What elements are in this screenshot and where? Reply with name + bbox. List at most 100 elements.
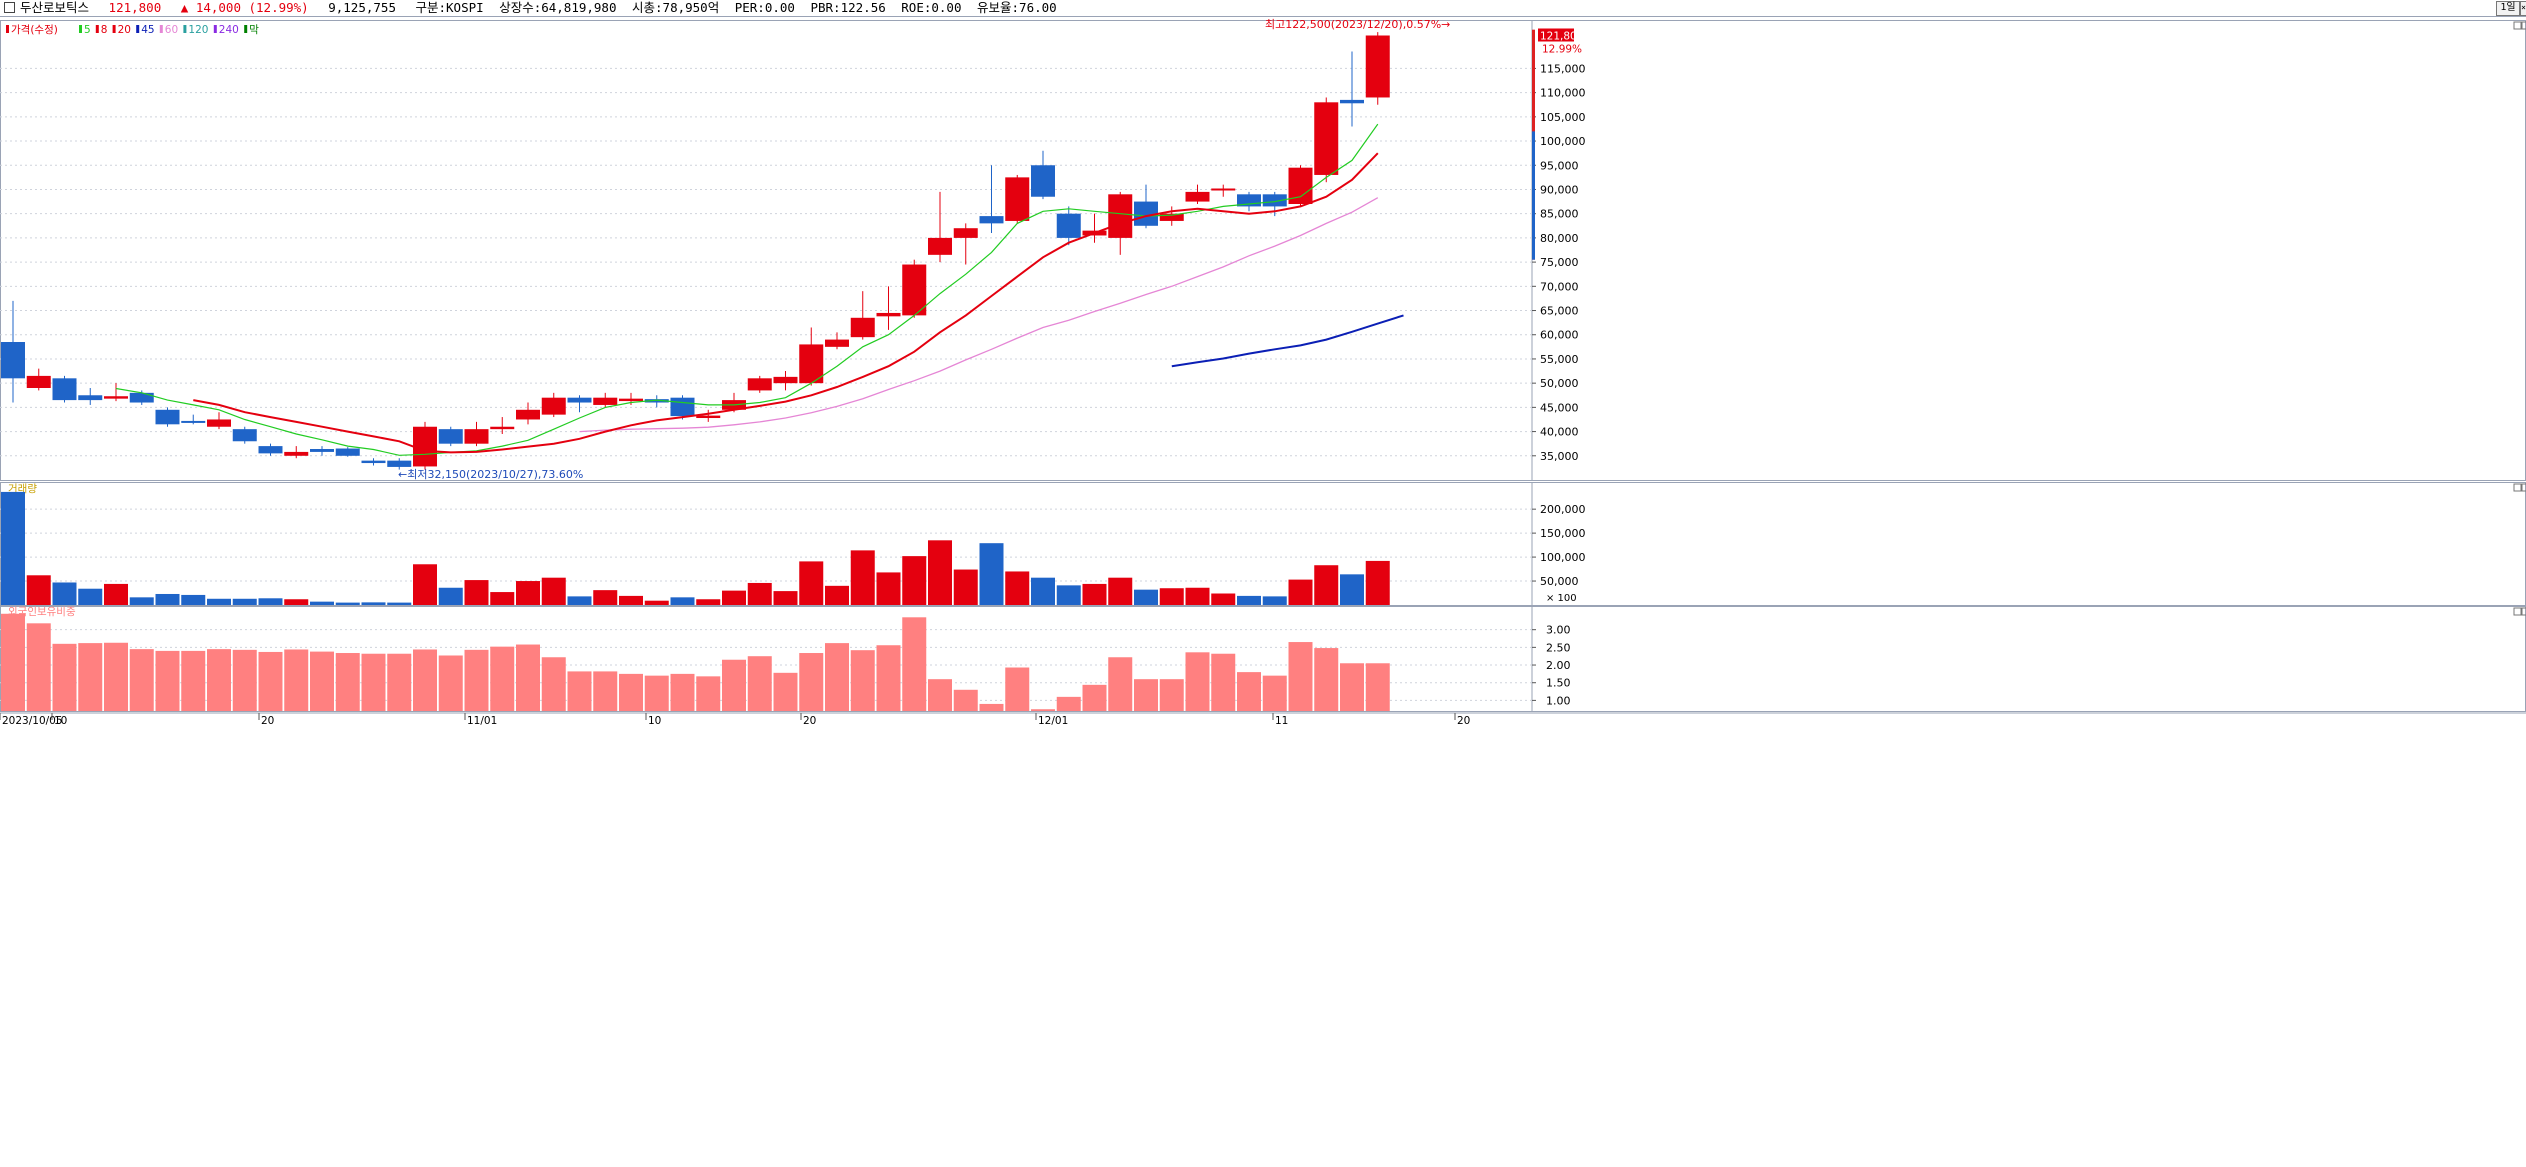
legend-label: 5 (84, 24, 91, 36)
legend-swatch (136, 25, 140, 33)
candle-body (619, 398, 643, 402)
ma60-line (579, 197, 1379, 433)
axis-labels: 35,000 40,000 45,000 50,000 55,000 60,000 65,0… (0, 28, 1586, 727)
foreign-ratio-bar (593, 671, 618, 711)
volume-tick-label: 100,000 (1540, 551, 1586, 564)
foreign-ratio-bar (464, 649, 489, 711)
volume-bar (26, 575, 51, 605)
candle-body (232, 429, 257, 442)
market-cap: 시총:78,950억 (632, 0, 720, 15)
volume-tick-label: 50,000 (1540, 575, 1579, 588)
foreign-ratio-bar (1134, 679, 1158, 711)
volume-bar (644, 600, 669, 605)
foreign-ratio-bar (1159, 679, 1184, 711)
foreign-tick-label: 1.50 (1546, 677, 1571, 690)
candle-body (799, 344, 824, 384)
price-tick-label: 90,000 (1540, 183, 1579, 196)
moving-average-lines (115, 123, 1404, 456)
foreign-ratio-bars: 외국인보유비중 (1, 606, 1390, 711)
candle-body (438, 429, 463, 444)
volume-bar (207, 598, 231, 605)
volume-bar (541, 577, 566, 605)
last-price-box (1538, 28, 1574, 42)
pane-frame-2 (0, 482, 2526, 606)
candle-body (335, 448, 360, 456)
candle-body (26, 375, 51, 388)
candle-body (1, 342, 25, 379)
foreign-ratio-bar (979, 703, 1004, 711)
roe-value: ROE:0.00 (901, 0, 962, 15)
trade-volume: 9,125,755 (328, 0, 396, 15)
price-tick-label: 35,000 (1540, 450, 1579, 463)
candle-body (747, 378, 772, 391)
chart-frames (0, 20, 2526, 714)
foreign-ratio-bar (747, 656, 772, 711)
foreign-ratio-bar (1288, 642, 1313, 711)
foreign-ratio-bar (258, 651, 283, 711)
legend-swatch (159, 25, 163, 33)
date-tick-label: 20 (803, 715, 816, 727)
volume-bar (825, 585, 849, 605)
candle-body (104, 396, 128, 399)
date-tick-label: 20 (261, 715, 274, 727)
foreign-ratio-bar (413, 649, 437, 711)
price-tick-label: 95,000 (1540, 159, 1579, 172)
foreign-tick-label: 3.00 (1546, 624, 1571, 637)
legend-label: 60 (165, 24, 178, 36)
foreign-ratio-bar (825, 643, 849, 711)
period-button[interactable]: 1일 (2496, 1, 2520, 16)
foreign-ratio-bar (1005, 667, 1030, 711)
price-tick-label: 105,000 (1540, 111, 1586, 124)
volume-bar (1288, 579, 1313, 605)
candle-body (773, 376, 798, 384)
volume-bar (1, 491, 25, 605)
chart-annotations: 최고122,500(2023/12/20),0.57%→ ←최저32,150(20… (398, 18, 1450, 481)
volume-bar (516, 581, 540, 605)
candle-body (490, 426, 515, 430)
candle-body (1340, 99, 1364, 104)
candle-body (825, 339, 849, 347)
candle-body (78, 395, 103, 401)
foreign-ratio-bar (619, 673, 643, 711)
candle-body (644, 399, 669, 403)
pane-minimize-icon (2513, 21, 2522, 30)
legend-swatch (6, 25, 9, 33)
price-change: ▲ 14,000 (12.99%) (180, 0, 309, 15)
close-icon[interactable]: × (2520, 1, 2526, 16)
volume-bar (413, 564, 437, 605)
volume-bar (464, 580, 489, 605)
foreign-ratio-bar (773, 672, 798, 711)
candle-body (953, 228, 978, 238)
legend-label: 20 (118, 24, 131, 36)
volume-bar (1211, 593, 1236, 605)
foreign-ratio-bar (1, 613, 25, 711)
volume-bar (928, 540, 952, 605)
legend-label: 8 (101, 24, 108, 36)
checkbox-icon[interactable] (4, 2, 15, 13)
price-tick-label: 70,000 (1540, 280, 1579, 293)
date-tick-label: 11 (1275, 715, 1288, 727)
foreign-ratio-bar (207, 649, 231, 711)
foreign-ratio-bar (1082, 684, 1107, 711)
foreign-ratio-bar (928, 679, 952, 711)
volume-bar (155, 593, 180, 605)
foreign-ratio-bar (232, 649, 257, 711)
volume-bar (876, 572, 901, 605)
foreign-ratio-bar (567, 671, 592, 711)
volume-bar (953, 569, 978, 605)
ma5-line (115, 123, 1379, 456)
price-tick-label: 115,000 (1540, 62, 1586, 75)
stock-name[interactable]: 두산로보틱스 (20, 0, 90, 15)
candle-body (129, 392, 154, 403)
foreign-ratio-bar (104, 642, 128, 711)
candle-body (310, 449, 334, 452)
stock-chart[interactable]: 거래량 외국인보유비중 35,000 40,000 45,000 50,000 55,0… (0, 17, 2526, 1167)
volume-bar (1185, 587, 1210, 605)
volume-bar (773, 591, 798, 605)
foreign-ratio-bar (696, 676, 721, 711)
price-tick-label: 80,000 (1540, 232, 1579, 245)
foreign-ratio-bar (850, 650, 875, 711)
candle-body (696, 415, 721, 419)
legend-label: 120 (188, 24, 208, 36)
current-price: 121,800 (108, 0, 162, 15)
